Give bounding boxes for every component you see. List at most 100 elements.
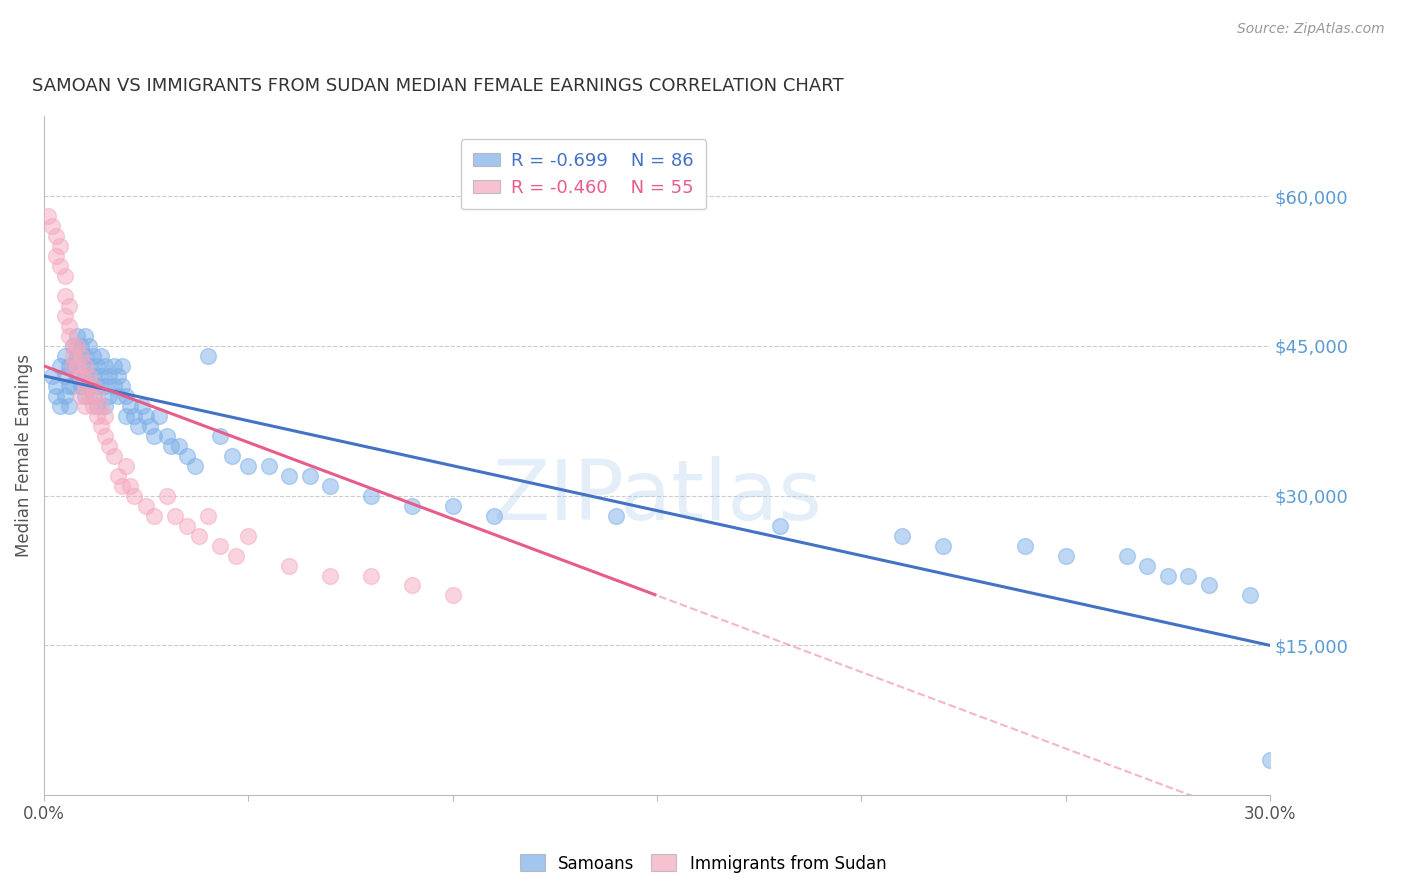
Point [49,239,72,253]
Point [107,468,129,483]
Point [62,379,84,393]
Point [41,368,63,383]
Point [441,589,464,603]
Point [143,429,166,443]
Point [90,418,112,433]
Point [441,499,464,513]
Point [77,389,100,403]
Point [482,508,505,523]
Point [605,508,627,523]
Point [176,449,198,463]
Point [86,379,108,393]
Point [90,399,112,413]
Point [94,399,117,413]
Point [98,439,121,453]
Point [82,379,104,393]
Point [107,389,129,403]
Point [49,259,72,273]
Point [1198,578,1220,592]
Point [77,339,100,353]
Point [103,359,125,373]
Point [159,439,181,453]
Point [73,368,96,383]
Text: SAMOAN VS IMMIGRANTS FROM SUDAN MEDIAN FEMALE EARNINGS CORRELATION CHART: SAMOAN VS IMMIGRANTS FROM SUDAN MEDIAN F… [32,78,844,95]
Point [73,399,96,413]
Point [82,389,104,403]
Point [73,389,96,403]
Point [114,458,136,473]
Point [360,568,382,582]
Point [86,389,108,403]
Point [58,318,80,333]
Point [1116,549,1139,563]
Point [118,478,141,492]
Point [208,429,231,443]
Point [197,349,219,363]
Point [891,528,914,542]
Point [45,389,67,403]
Point [118,399,141,413]
Point [45,379,67,393]
Point [62,359,84,373]
Point [70,379,93,393]
Point [143,508,166,523]
Point [111,478,134,492]
Point [221,449,243,463]
Point [257,458,280,473]
Y-axis label: Median Female Earnings: Median Female Earnings [15,354,32,558]
Point [90,349,112,363]
Point [122,489,145,503]
Point [77,359,100,373]
Point [1136,558,1159,573]
Point [73,349,96,363]
Point [86,409,108,423]
Point [41,219,63,234]
Text: ZIPatlas: ZIPatlas [492,456,823,537]
Point [90,368,112,383]
Point [70,349,93,363]
Point [58,379,80,393]
Point [94,359,117,373]
Point [73,379,96,393]
Point [53,349,76,363]
Point [62,339,84,353]
Point [768,518,790,533]
Point [62,349,84,363]
Point [98,389,121,403]
Point [1258,753,1281,767]
Point [114,409,136,423]
Point [49,399,72,413]
Point [82,399,104,413]
Point [114,389,136,403]
Point [932,539,955,553]
Point [107,368,129,383]
Point [53,309,76,323]
Point [53,289,76,303]
Point [1239,589,1261,603]
Point [66,339,89,353]
Point [167,439,190,453]
Point [62,359,84,373]
Point [188,528,211,542]
Point [184,458,207,473]
Point [225,549,247,563]
Point [278,558,301,573]
Point [401,499,423,513]
Point [298,468,321,483]
Point [66,329,89,343]
Point [73,329,96,343]
Point [1177,568,1199,582]
Point [319,478,342,492]
Point [94,379,117,393]
Point [70,368,93,383]
Point [98,368,121,383]
Point [163,508,186,523]
Point [360,489,382,503]
Point [135,409,157,423]
Point [94,429,117,443]
Point [49,359,72,373]
Point [139,418,162,433]
Point [122,409,145,423]
Point [73,359,96,373]
Point [82,368,104,383]
